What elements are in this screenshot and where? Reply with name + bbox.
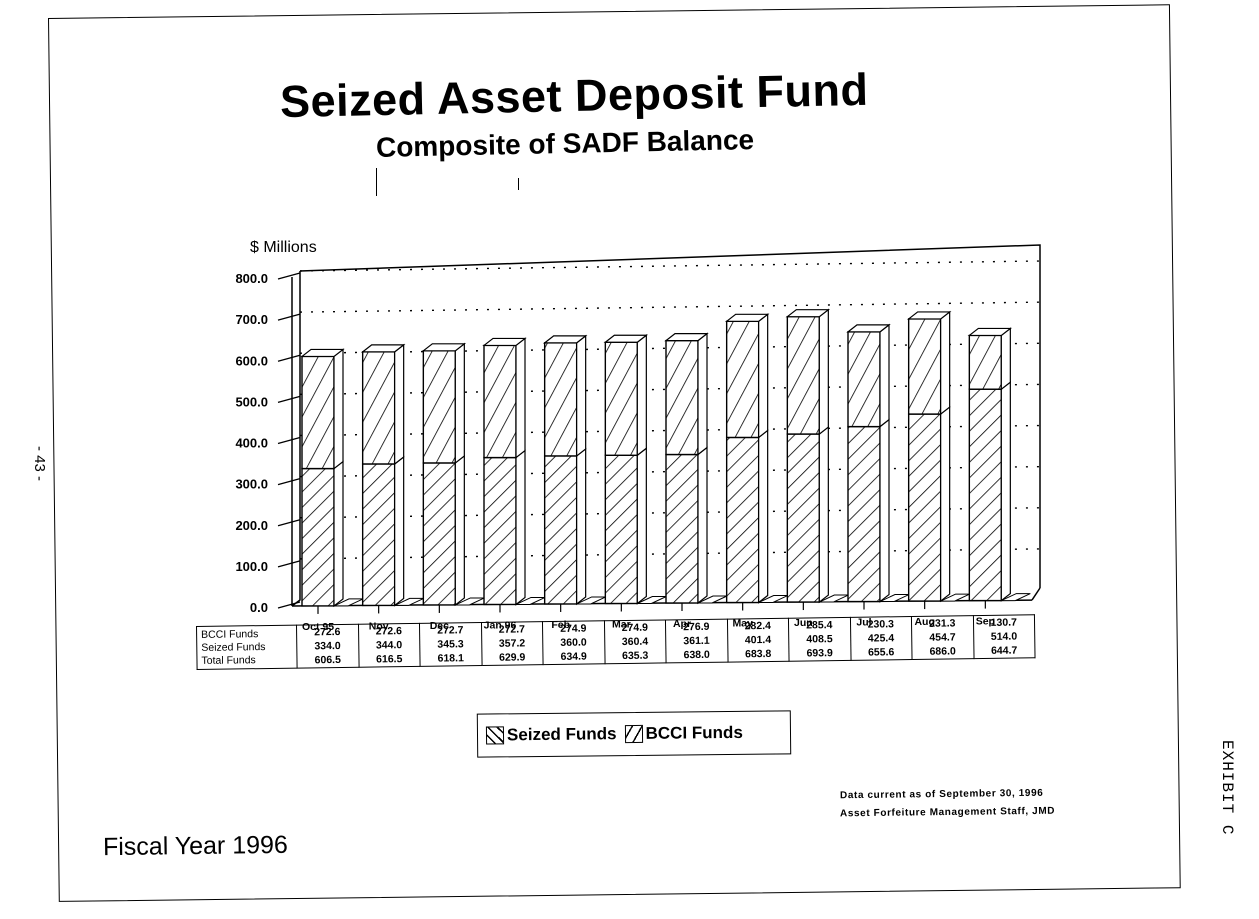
y-tick-label: 400.0 bbox=[235, 436, 268, 451]
legend-label-bcci: BCCI Funds bbox=[645, 722, 743, 743]
x-tick-label: Feb bbox=[551, 619, 570, 631]
fiscal-year-label: Fiscal Year 1996 bbox=[102, 830, 289, 862]
chart-legend: Seized Funds BCCI Funds bbox=[476, 710, 792, 758]
bar-jan-96: Jan 96 bbox=[482, 337, 546, 631]
x-tick-label: Dec bbox=[430, 620, 449, 632]
y-tick-label: 600.0 bbox=[235, 353, 268, 368]
x-tick-label: Jan 96 bbox=[484, 619, 517, 631]
table-cell-feb: 274.9 360.0 634.9 bbox=[542, 620, 605, 665]
seized-hatch-swatch-icon bbox=[485, 726, 505, 745]
legend-item-bcci: BCCI Funds bbox=[624, 722, 743, 744]
x-tick-label: Mar bbox=[612, 618, 631, 630]
x-tick-label: Jul bbox=[856, 617, 871, 629]
row-headers: BCCI Funds Seized Funds Total Funds bbox=[196, 625, 298, 670]
table-cell-sep: 130.7 514.0 644.7 bbox=[972, 614, 1036, 659]
legend-item-seized: Seized Funds bbox=[485, 724, 617, 745]
y-tick-label: 300.0 bbox=[235, 477, 268, 492]
bar-sep: Sep bbox=[967, 327, 1031, 628]
bar-jun: Jun bbox=[785, 308, 849, 629]
y-tick-label: 200.0 bbox=[235, 518, 268, 533]
table-cell-jan-96: 272.7 357.2 629.9 bbox=[480, 621, 544, 666]
table-cell-may: 282.4 401.4 683.8 bbox=[726, 618, 790, 663]
y-tick-label: 800.0 bbox=[235, 271, 268, 286]
table-cell-dec: 272.7 345.3 618.1 bbox=[419, 622, 482, 667]
y-tick-label: 100.0 bbox=[235, 559, 268, 574]
table-cell-mar: 274.9 360.4 635.3 bbox=[603, 619, 667, 664]
bar-aug: Aug bbox=[906, 310, 970, 628]
x-tick-label: May bbox=[732, 618, 753, 630]
y-tick-label: 0.0 bbox=[250, 600, 268, 615]
x-tick-label: Nov bbox=[369, 620, 389, 632]
bar-dec: Dec bbox=[421, 342, 485, 632]
bar-mar: Mar bbox=[603, 333, 667, 630]
scan-mark bbox=[518, 178, 519, 190]
x-tick-label: Oct 95 bbox=[302, 621, 334, 633]
bar-oct-95: Oct 95 bbox=[300, 348, 364, 633]
table-cell-apr: 276.9 361.1 638.0 bbox=[665, 619, 728, 663]
y-tick-label: 700.0 bbox=[235, 312, 268, 327]
scan-mark bbox=[376, 168, 377, 196]
bar-feb: Feb bbox=[542, 334, 606, 631]
y-tick-label: 500.0 bbox=[235, 394, 268, 409]
bar-jul: Jul bbox=[846, 323, 910, 629]
table-cell-aug: 231.3 454.7 686.0 bbox=[911, 615, 974, 660]
bar-apr: Apr bbox=[664, 332, 728, 630]
x-tick-label: Apr bbox=[673, 618, 691, 630]
legend-label-seized: Seized Funds bbox=[506, 724, 617, 745]
bcci-hatch-swatch-icon bbox=[624, 724, 643, 744]
x-tick-label: Sep bbox=[976, 616, 995, 628]
bar-may: May bbox=[724, 313, 788, 630]
table-cell-jul: 230.3 425.4 655.6 bbox=[849, 616, 913, 661]
bar-nov: Nov bbox=[360, 343, 424, 632]
table-cell-nov: 272.6 344.0 616.5 bbox=[357, 623, 421, 668]
table-cell-jun: 285.4 408.5 693.9 bbox=[788, 617, 851, 662]
x-tick-label: Jun bbox=[794, 617, 813, 629]
exhibit-label: EXHIBIT C bbox=[1218, 740, 1236, 836]
x-tick-label: Aug bbox=[914, 616, 934, 628]
table-cell-oct-95: 272.6 334.0 606.5 bbox=[296, 624, 359, 669]
y-axis-label: $ Millions bbox=[250, 239, 317, 256]
